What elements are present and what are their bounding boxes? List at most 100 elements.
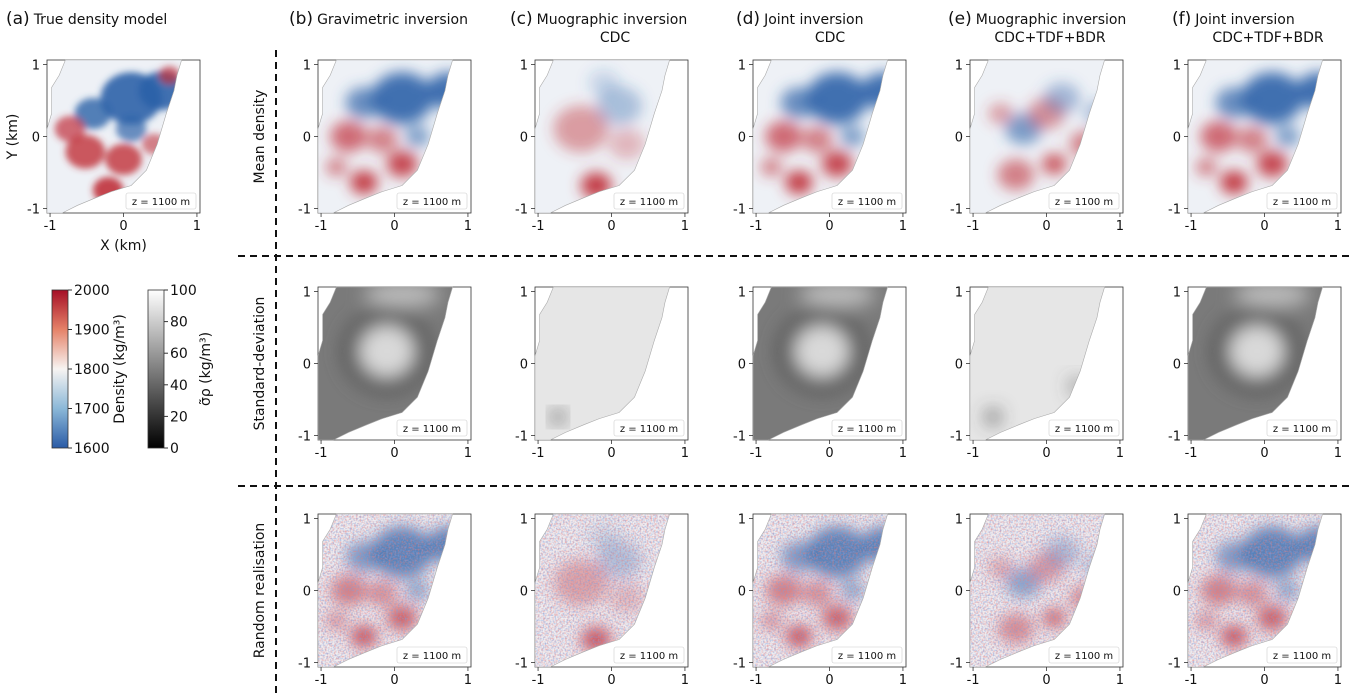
x-tick-label: 1: [1116, 446, 1124, 461]
x-tick-label: -1: [967, 219, 980, 234]
domain-outline: [752, 59, 889, 214]
labels-layer: (a) True density model (b) Gravimetric inve…: [5, 9, 1352, 697]
x-tick-label: 0: [1042, 673, 1050, 688]
domain-outline: [752, 513, 889, 668]
density-blob: [1275, 126, 1300, 147]
y-tick-label: 1: [955, 59, 963, 74]
y-tick-label: 0: [520, 358, 528, 373]
y-tick-label: 0: [303, 585, 311, 600]
sigma-colorbar-label: σ̃ρ (kg/m³): [198, 332, 214, 406]
panel-c3-r0: z = 1100 m -1 0 1 1 0 -1: [733, 59, 907, 234]
panel-title-text: Joint inversion: [763, 12, 863, 28]
y-tick-label: 0: [32, 131, 40, 146]
density-blob: [801, 126, 833, 153]
x-tick-label: -1: [532, 219, 545, 234]
density-blob: [997, 159, 1035, 191]
panel-letter: (b): [289, 9, 313, 29]
domain-outline: [1187, 59, 1324, 214]
density-tick-label: 1900: [74, 323, 110, 339]
x-tick-label: -1: [967, 673, 980, 688]
depth-label: z = 1100 m: [1055, 651, 1113, 662]
x-tick-label: 0: [1260, 673, 1268, 688]
depth-label-box: [1048, 419, 1120, 437]
domain-outline: [752, 286, 889, 441]
x-tick-label: 1: [1116, 673, 1124, 688]
depth-label: z = 1100 m: [403, 197, 461, 208]
sigma-field: [550, 409, 566, 425]
density-blob: [588, 69, 620, 96]
panel-title-text: Joint inversion: [1194, 12, 1294, 28]
density-tick-label: 1700: [74, 402, 110, 418]
y-tick-label: 1: [1173, 59, 1181, 74]
sigma-spot: [985, 409, 1001, 425]
y-tick-label: 0: [738, 358, 746, 373]
x-tick-label: -1: [532, 446, 545, 461]
y-tick-label: -1: [733, 656, 746, 671]
density-blob: [1041, 153, 1067, 175]
sigma-core: [359, 325, 415, 378]
x-tick-label: 1: [681, 673, 689, 688]
y-tick-label: 0: [1173, 358, 1181, 373]
domain-outline: [1187, 513, 1324, 668]
x-tick-label: -1: [315, 446, 328, 461]
x-tick-label: -1: [1185, 673, 1198, 688]
colorbar-layer: 2000 1900 1800 1700 1600 Density (kg/m³) 100 80…: [51, 283, 214, 457]
panel-title-2: (c) Muographic inversion: [510, 9, 687, 29]
y-tick-label: 1: [303, 59, 311, 74]
x-tick-label: 0: [390, 673, 398, 688]
density-blob: [350, 170, 378, 195]
x-tick-label: 0: [1042, 446, 1050, 461]
density-blob: [760, 157, 783, 177]
panel-c1-r0: z = 1100 m -1 0 1 1 0 -1: [298, 59, 472, 234]
density-blob: [371, 72, 433, 125]
sigma-tick-label: 60: [170, 346, 188, 362]
domain-outline: [46, 59, 183, 214]
panel-c5-r1: z = 1100 m -1 0 1 1 0 -1: [1168, 286, 1342, 461]
panel-title-5: (f) Joint inversion: [1172, 9, 1295, 29]
x-tick-label: 1: [899, 219, 907, 234]
panel-letter: (e): [948, 9, 972, 29]
domain-outline: [969, 513, 1106, 668]
depth-label: z = 1100 m: [403, 651, 461, 662]
depth-label-box: [613, 646, 685, 664]
panel-title-1: (b) Gravimetric inversion: [289, 9, 468, 29]
panel-title-text: Gravimetric inversion: [317, 12, 468, 28]
depth-label: z = 1100 m: [620, 424, 678, 435]
panel-c4-r2: z = 1100 m -1 0 1 1 0 -1: [950, 513, 1124, 688]
sigma-tick-label: 100: [170, 283, 197, 299]
y-tick-label: -1: [298, 429, 311, 444]
panel-c4-r0: z = 1100 m -1 0 1 1 0 -1: [950, 59, 1124, 234]
panel-c4-r1: z = 1100 m -1 0 1 1 0 -1: [950, 286, 1124, 461]
x-tick-label: 0: [1042, 219, 1050, 234]
density-blob: [345, 87, 383, 119]
y-tick-label: -1: [515, 429, 528, 444]
domain-outline: [317, 513, 454, 668]
x-tick-label: 1: [464, 673, 472, 688]
density-blob: [840, 126, 865, 147]
x-tick-label: 0: [119, 219, 127, 234]
panel-c2-r2: z = 1100 m -1 0 1 1 0 -1: [515, 513, 689, 688]
sigma-spot: [550, 409, 566, 425]
y-tick-label: -1: [1168, 429, 1181, 444]
y-tick-label: -1: [515, 202, 528, 217]
density-blob: [553, 105, 609, 153]
depth-label: z = 1100 m: [620, 197, 678, 208]
x-tick-label: 1: [1116, 219, 1124, 234]
depth-label: z = 1100 m: [132, 197, 190, 208]
y-tick-label: -1: [950, 202, 963, 217]
row-label-0: Mean density: [252, 90, 268, 184]
y-tick-label: 1: [520, 513, 528, 528]
domain-outline: [969, 286, 1106, 441]
density-blob: [596, 86, 643, 126]
y-tick-label: 0: [738, 585, 746, 600]
y-tick-label: 1: [738, 513, 746, 528]
x-tick-label: -1: [750, 219, 763, 234]
depth-label-box: [831, 419, 903, 437]
density-blob: [806, 72, 868, 125]
panel-c5-r0: z = 1100 m -1 0 1 1 0 -1: [1168, 59, 1342, 234]
domain-outline: [534, 513, 671, 668]
x-tick-label: 0: [825, 446, 833, 461]
depth-label: z = 1100 m: [1055, 197, 1113, 208]
density-blob: [1195, 157, 1218, 177]
depth-label-box: [396, 192, 468, 210]
